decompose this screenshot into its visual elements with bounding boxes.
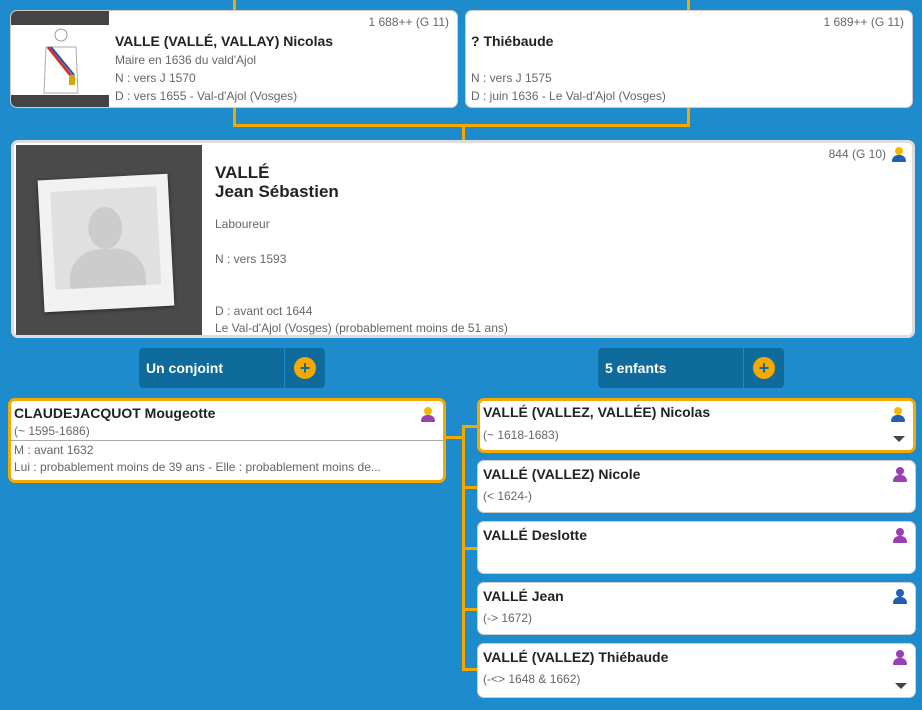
female-person-icon	[893, 650, 907, 666]
mayor-sketch-icon	[43, 28, 79, 94]
divider	[11, 440, 443, 441]
death-place: Le Val-d'Ajol (Vosges) (probablement moi…	[215, 321, 508, 335]
plus-icon: +	[294, 357, 316, 379]
child-name[interactable]: VALLÉ (VALLEZ, VALLÉE) Nicolas	[483, 404, 711, 420]
birth: N : vers J 1575	[471, 71, 552, 85]
surname: VALLÉ	[215, 163, 270, 182]
child-dates: (-<> 1648 & 1662)	[483, 672, 581, 686]
connector	[687, 0, 690, 12]
expand-caret-icon[interactable]	[895, 683, 907, 689]
spouses-label: Un conjoint	[146, 360, 223, 376]
birth: N : vers 1593	[215, 252, 287, 266]
father-card[interactable]: 1 688++ (G 11) VALLE (VALLÉ, VALLAY) Nic…	[10, 10, 458, 108]
photo-placeholder	[16, 145, 202, 335]
children-label: 5 enfants	[605, 360, 667, 376]
female-person-icon	[893, 528, 907, 544]
connector	[462, 668, 478, 671]
plus-icon: +	[753, 357, 775, 379]
mother-card[interactable]: 1 689++ (G 11) ? Thiébaude N : vers J 15…	[465, 10, 913, 108]
child-name[interactable]: VALLÉ Deslotte	[483, 527, 587, 543]
connector	[444, 436, 464, 439]
child-card[interactable]: VALLÉ Deslotte	[477, 521, 916, 574]
spouse-name[interactable]: CLAUDEJACQUOT Mougeotte	[14, 405, 216, 421]
spouses-header: Un conjoint +	[139, 348, 325, 388]
female-person-icon	[421, 407, 435, 423]
male-person-icon	[893, 589, 907, 605]
connector	[462, 425, 478, 428]
father-portrait	[11, 11, 109, 107]
connector	[462, 608, 478, 611]
ages: Lui : probablement moins de 39 ans - Ell…	[14, 460, 381, 474]
connector	[233, 0, 236, 12]
connector	[233, 106, 236, 126]
child-dates: (-> 1672)	[483, 611, 533, 625]
connector	[462, 547, 478, 550]
sosa-number: 1 688++ (G 11)	[368, 15, 450, 29]
child-name[interactable]: VALLÉ (VALLEZ) Nicole	[483, 466, 641, 482]
child-name[interactable]: VALLÉ Jean	[483, 588, 564, 604]
male-person-icon	[891, 407, 905, 423]
connector	[233, 124, 690, 127]
spouse-card[interactable]: CLAUDEJACQUOT Mougeotte (~ 1595-1686) M …	[8, 398, 446, 483]
death: D : juin 1636 - Le Val-d'Ajol (Vosges)	[471, 89, 666, 103]
male-person-icon	[892, 147, 906, 163]
connector	[687, 106, 690, 126]
child-name[interactable]: VALLÉ (VALLEZ) Thiébaude	[483, 649, 669, 665]
note: Maire en 1636 du vald'Ajol	[115, 53, 257, 67]
child-card[interactable]: VALLÉ (VALLEZ, VALLÉE) Nicolas (~ 1618-1…	[477, 398, 916, 453]
given-name: Jean Sébastien	[215, 182, 339, 201]
sosa-number: 1 689++ (G 11)	[823, 15, 905, 29]
expand-caret-icon[interactable]	[893, 436, 905, 442]
sosa-number: 844 (G 10)	[828, 147, 886, 161]
death: D : vers 1655 - Val-d'Ajol (Vosges)	[115, 89, 298, 103]
marriage: M : avant 1632	[14, 443, 94, 457]
connector	[462, 124, 465, 140]
child-card[interactable]: VALLÉ (VALLEZ) Nicole (< 1624-)	[477, 460, 916, 513]
person-name[interactable]: VALLE (VALLÉ, VALLAY) Nicolas	[115, 33, 334, 49]
spouse-dates: (~ 1595-1686)	[14, 424, 90, 438]
child-dates: (< 1624-)	[483, 489, 533, 503]
person-name[interactable]: ? Thiébaude	[471, 33, 554, 49]
main-person-card: 844 (G 10) VALLÉ Jean Sébastien Laboureu…	[11, 140, 915, 338]
add-child-button[interactable]: +	[743, 348, 784, 388]
child-card[interactable]: VALLÉ (VALLEZ) Thiébaude (-<> 1648 & 166…	[477, 643, 916, 698]
female-person-icon	[893, 467, 907, 483]
occupation: Laboureur	[215, 217, 270, 231]
child-dates: (~ 1618-1683)	[483, 428, 559, 442]
add-spouse-button[interactable]: +	[284, 348, 325, 388]
birth: N : vers J 1570	[115, 71, 196, 85]
children-header: 5 enfants +	[598, 348, 784, 388]
death: D : avant oct 1644	[215, 304, 313, 318]
child-card[interactable]: VALLÉ Jean (-> 1672)	[477, 582, 916, 635]
connector	[462, 486, 478, 489]
